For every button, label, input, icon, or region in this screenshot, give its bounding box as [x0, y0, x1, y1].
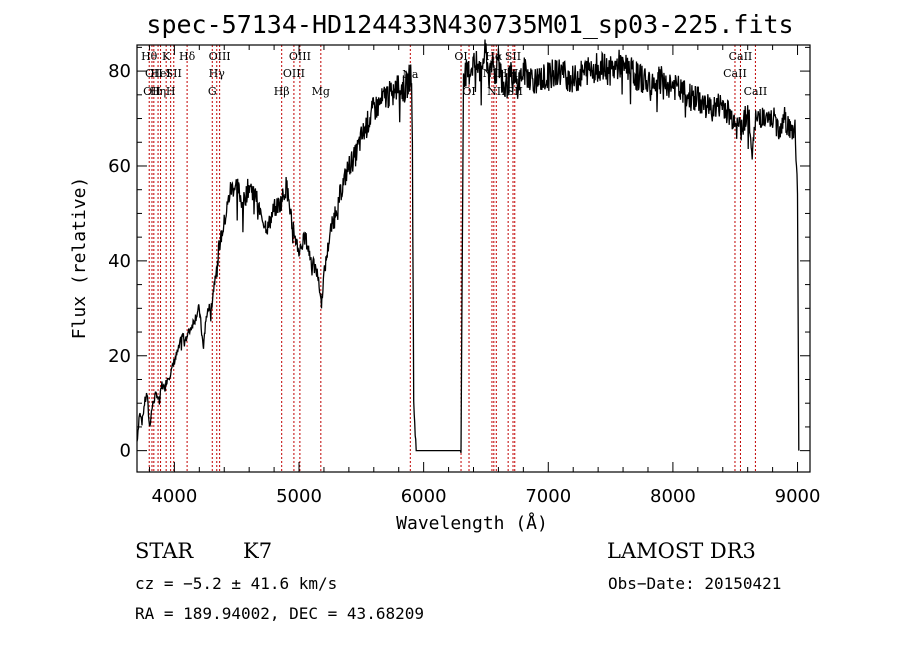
x-tick-label-0: 4000 [151, 486, 197, 507]
coordinates-readout: RA = 189.94002, DEC = 43.68209 [135, 604, 424, 623]
line-label-0: Hθ [141, 50, 158, 63]
observation-date: Obs−Date: 20150421 [608, 574, 781, 593]
line-label-18: OI [462, 85, 475, 98]
y-tick-label-2: 40 [108, 251, 131, 272]
y-tick-label-0: 0 [120, 441, 131, 462]
line-label-20: Hα [485, 50, 503, 63]
line-label-10: OIII [209, 50, 231, 63]
line-label-13: OIII [283, 67, 305, 80]
object-class: STAR [135, 539, 194, 563]
line-label-8: Hδ [179, 50, 196, 63]
x-axis-ticks: 4000 5000 6000 7000 8000 9000 [148, 45, 821, 507]
line-label-25: CaII [723, 67, 747, 80]
line-label-14: OIII [289, 50, 311, 63]
line-label-17: OI [454, 50, 467, 63]
line-label-23: SII [505, 50, 521, 63]
x-tick-label-4: 8000 [650, 486, 696, 507]
x-tick-label-3: 7000 [525, 486, 571, 507]
spectrum-series-line [136, 39, 800, 454]
line-label-21: NII [487, 85, 505, 98]
line-label-1: OII [145, 67, 163, 80]
y-axis-label: Flux (relative) [69, 177, 90, 340]
line-label-11: G [208, 85, 217, 98]
line-label-26: CaII [729, 50, 753, 63]
line-label-15: Mg [312, 85, 330, 98]
line-label-5: K [162, 50, 171, 63]
y-tick-label-1: 20 [108, 346, 131, 367]
survey-name: LAMOST DR3 [607, 539, 756, 563]
x-tick-label-1: 5000 [276, 486, 322, 507]
y-axis-ticks: 0 20 40 60 80 [108, 46, 810, 462]
line-label-12: Hβ [274, 85, 290, 98]
line-label-6: H [166, 85, 176, 98]
y-tick-label-4: 80 [108, 61, 131, 82]
line-label-7: SII [166, 67, 182, 80]
x-tick-label-5: 9000 [775, 486, 821, 507]
chart-title: spec-57134-HD124433N430735M01_sp03-225.f… [146, 10, 793, 39]
line-label-2: OII [143, 85, 161, 98]
object-subclass: K7 [243, 539, 272, 563]
redshift-readout: cz = −5.2 ± 41.6 km/s [135, 574, 337, 593]
line-label-3: HeI [150, 67, 170, 80]
x-tick-label-2: 6000 [401, 486, 447, 507]
y-tick-label-3: 60 [108, 156, 131, 177]
line-label-4: Hη [150, 85, 166, 98]
spectral-line-markers [148, 45, 756, 472]
line-label-27: CaII [744, 85, 768, 98]
x-axis-label: Wavelength (Å) [396, 512, 548, 534]
line-label-9: Hγ [209, 67, 226, 80]
